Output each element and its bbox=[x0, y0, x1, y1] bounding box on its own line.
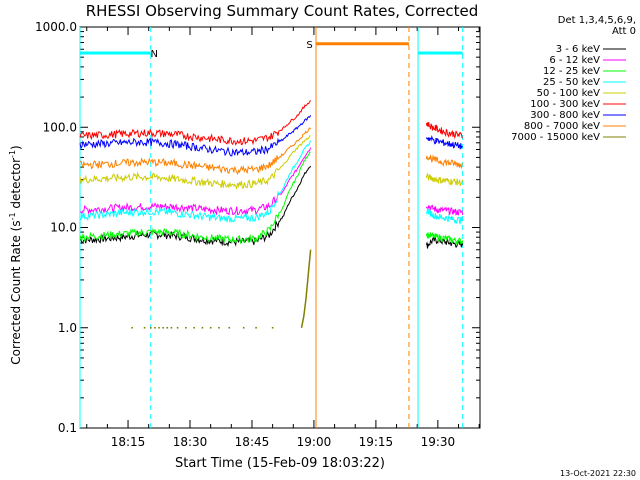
legend-header: Att 0 bbox=[612, 26, 636, 37]
legend-entry-label: 300 - 800 keV bbox=[530, 110, 600, 121]
series-point bbox=[218, 326, 220, 329]
series-line-pre bbox=[79, 115, 312, 157]
series-7000-15000-keV-group bbox=[131, 249, 312, 329]
legend-entry-label: 800 - 7000 keV bbox=[524, 121, 600, 132]
series-point bbox=[228, 326, 231, 329]
footer-timestamp: 13-Oct-2021 22:30 bbox=[560, 469, 636, 478]
legend-entry-label: 100 - 300 keV bbox=[530, 99, 600, 110]
series-line-post bbox=[425, 153, 463, 170]
series-line-pre bbox=[79, 100, 312, 146]
legend-entry-label: 7000 - 15000 keV bbox=[511, 132, 600, 143]
y-tick-label: 1000.0 bbox=[35, 20, 77, 34]
legend-entry-label: 6 - 12 keV bbox=[549, 55, 600, 66]
series-point bbox=[143, 326, 146, 329]
annotation-layer: NS bbox=[79, 27, 464, 428]
series-12-25-keV-group bbox=[79, 151, 464, 246]
y-axis-label-sup1: -1 bbox=[8, 212, 17, 220]
plot-frame bbox=[79, 26, 481, 429]
series-point bbox=[170, 326, 173, 329]
series-point bbox=[158, 326, 160, 329]
series-line-pre bbox=[79, 140, 312, 223]
x-axis-label: Start Time (15-Feb-09 18:03:22) bbox=[175, 456, 385, 471]
series-point bbox=[154, 326, 156, 329]
y-axis-label-sup2: -1 bbox=[8, 150, 17, 158]
series-line-rise bbox=[300, 249, 312, 328]
series-50-100-keV-group bbox=[79, 135, 464, 190]
series-point bbox=[193, 326, 195, 329]
series-line-pre bbox=[79, 151, 311, 244]
y-axis-label-end: ) bbox=[9, 145, 23, 150]
x-axis-ticks: 18:15 18:30 18:45 19:00 19:15 19:30 bbox=[86, 27, 480, 449]
series-point bbox=[162, 326, 164, 329]
x-tick-label: 19:15 bbox=[359, 435, 394, 449]
y-tick-label: 1.0 bbox=[58, 321, 77, 335]
y-axis-label: Corrected Count Rate (s-1 detector-1) bbox=[8, 145, 23, 364]
series-line-post bbox=[425, 172, 464, 186]
y-tick-label: 10.0 bbox=[50, 221, 77, 235]
y-tick-label: 100.0 bbox=[43, 120, 77, 134]
series-layer bbox=[79, 100, 464, 329]
series-point bbox=[242, 326, 245, 329]
series-line-post bbox=[425, 121, 464, 140]
series-point bbox=[271, 326, 274, 329]
series-point bbox=[176, 326, 179, 329]
series-line-post bbox=[425, 236, 464, 249]
series-line-post bbox=[425, 204, 464, 216]
series-100-300-keV-group bbox=[79, 100, 464, 146]
legend-entry-label: 25 - 50 keV bbox=[543, 77, 600, 88]
y-axis-label-main: Corrected Count Rate (s bbox=[9, 220, 23, 364]
legend-entry-label: 3 - 6 keV bbox=[556, 44, 600, 55]
x-tick-label: 19:00 bbox=[297, 435, 332, 449]
series-line-pre bbox=[80, 147, 312, 216]
x-tick-label: 18:45 bbox=[235, 435, 270, 449]
series-line-post bbox=[425, 207, 464, 225]
x-tick-label: 19:30 bbox=[421, 435, 456, 449]
legend-header: Det 1,3,4,5,6,9, bbox=[558, 15, 636, 26]
saa-label: S bbox=[306, 40, 312, 51]
night-label: N bbox=[151, 49, 158, 60]
x-tick-label: 18:15 bbox=[111, 435, 146, 449]
series-line-pre bbox=[79, 135, 311, 190]
chart-title: RHESSI Observing Summary Count Rates, Co… bbox=[86, 2, 479, 20]
series-point bbox=[131, 326, 133, 329]
series-point bbox=[255, 326, 257, 329]
x-tick-label: 18:30 bbox=[173, 435, 208, 449]
legend-entry-label: 12 - 25 keV bbox=[543, 66, 600, 77]
series-point bbox=[149, 326, 152, 329]
y-tick-label: 0.1 bbox=[58, 421, 77, 435]
series-line-post bbox=[425, 135, 463, 150]
series-point bbox=[166, 326, 169, 329]
legend-entry-label: 50 - 100 keV bbox=[537, 88, 601, 99]
series-point bbox=[201, 326, 204, 329]
series-line-pre bbox=[79, 127, 311, 175]
series-line-post bbox=[425, 232, 464, 246]
series-6-12-keV-group bbox=[80, 147, 464, 216]
series-300-800-keV-group bbox=[79, 115, 463, 157]
series-25-50-keV-group bbox=[79, 140, 464, 225]
y-axis-ticks: 0.1 1.0 10.0 100.0 1000.0 bbox=[35, 20, 480, 435]
y-axis-label-mid: detector bbox=[9, 158, 23, 213]
series-800-7000-keV-group bbox=[79, 127, 463, 175]
series-point bbox=[209, 326, 212, 329]
series-point bbox=[185, 326, 187, 329]
